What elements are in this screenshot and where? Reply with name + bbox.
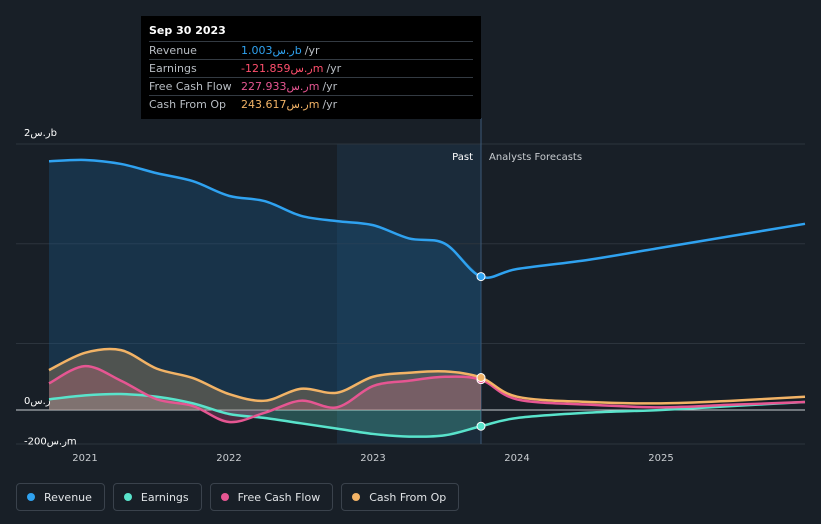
tooltip-unit: /yr [326,62,342,75]
forecast-label: Analysts Forecasts [489,152,582,163]
tooltip-value: 1.003ر.سb [241,44,302,57]
y-tick-label: -200ر.سm [24,437,77,448]
tooltip-label: Cash From Op [149,98,227,111]
legend-item-earnings[interactable]: Earnings [112,483,202,511]
legend-dot-icon [123,493,132,501]
legend-item-free-cash-flow[interactable]: Free Cash Flow [209,483,334,511]
tooltip-label: Free Cash Flow [149,80,232,93]
tooltip-value: 227.933ر.سm [241,80,320,93]
legend-dot-icon [27,493,35,501]
x-tick-label: 2021 [72,453,97,464]
tooltip-row-cash-from-op: Cash From Op 243.617ر.سm /yr [149,95,473,113]
tooltip-unit: /yr [322,80,338,93]
tooltip-label: Earnings [149,62,197,75]
y-tick-label: 2ر.سb [24,128,57,139]
point-earnings [476,421,486,431]
x-tick-label: 2024 [504,453,529,464]
axis-labels: 2ر.سb 0ر.س -200ر.سm 2021 2022 2023 2024 2025 Pas… [24,128,674,464]
tooltip-row-revenue: Revenue 1.003ر.سb /yr [149,41,473,59]
past-label: Past [452,152,473,163]
area-free-cash-flow [49,366,481,423]
series-lines [48,158,806,438]
x-tick-label: 2022 [216,453,241,464]
tooltip-label: Revenue [149,44,197,57]
tooltip-value: 243.617ر.سm [241,98,320,111]
legend-dot-icon [220,493,229,501]
tooltip-row-earnings: Earnings -121.859ر.سm /yr [149,59,473,77]
legend-dot-icon [352,493,361,501]
highlight-points [476,272,486,431]
tooltip-date: Sep 30 2023 [149,24,226,37]
line-revenue [48,158,806,279]
legend: Revenue Earnings Free Cash Flow Cash Fro… [16,483,460,511]
tooltip: Sep 30 2023 Revenue 1.003ر.سb /yr Earnin… [141,16,481,119]
legend-label: Free Cash Flow [237,490,321,504]
area-revenue [49,159,481,410]
tooltip-row-free-cash-flow: Free Cash Flow 227.933ر.سm /yr [149,77,473,95]
series-areas [49,159,481,437]
tooltip-value: -121.859ر.سm [241,62,324,75]
legend-label: Cash From Op [369,490,447,504]
legend-label: Revenue [44,490,92,504]
x-tick-label: 2025 [648,453,673,464]
tooltip-unit: /yr [304,44,320,57]
point-cash-from-op [476,373,486,383]
line-earnings [48,392,806,438]
legend-label: Earnings [140,490,189,504]
x-tick-label: 2023 [360,453,385,464]
area-cash-from-op [49,348,481,410]
y-tick-label: 0ر.س [24,396,51,407]
legend-item-cash-from-op[interactable]: Cash From Op [341,483,460,511]
point-revenue [476,272,486,282]
legend-item-revenue[interactable]: Revenue [16,483,105,511]
area-earnings [49,393,481,437]
line-free-cash-flow [48,364,806,424]
line-cash-from-op [48,347,806,405]
tooltip-unit: /yr [322,98,338,111]
